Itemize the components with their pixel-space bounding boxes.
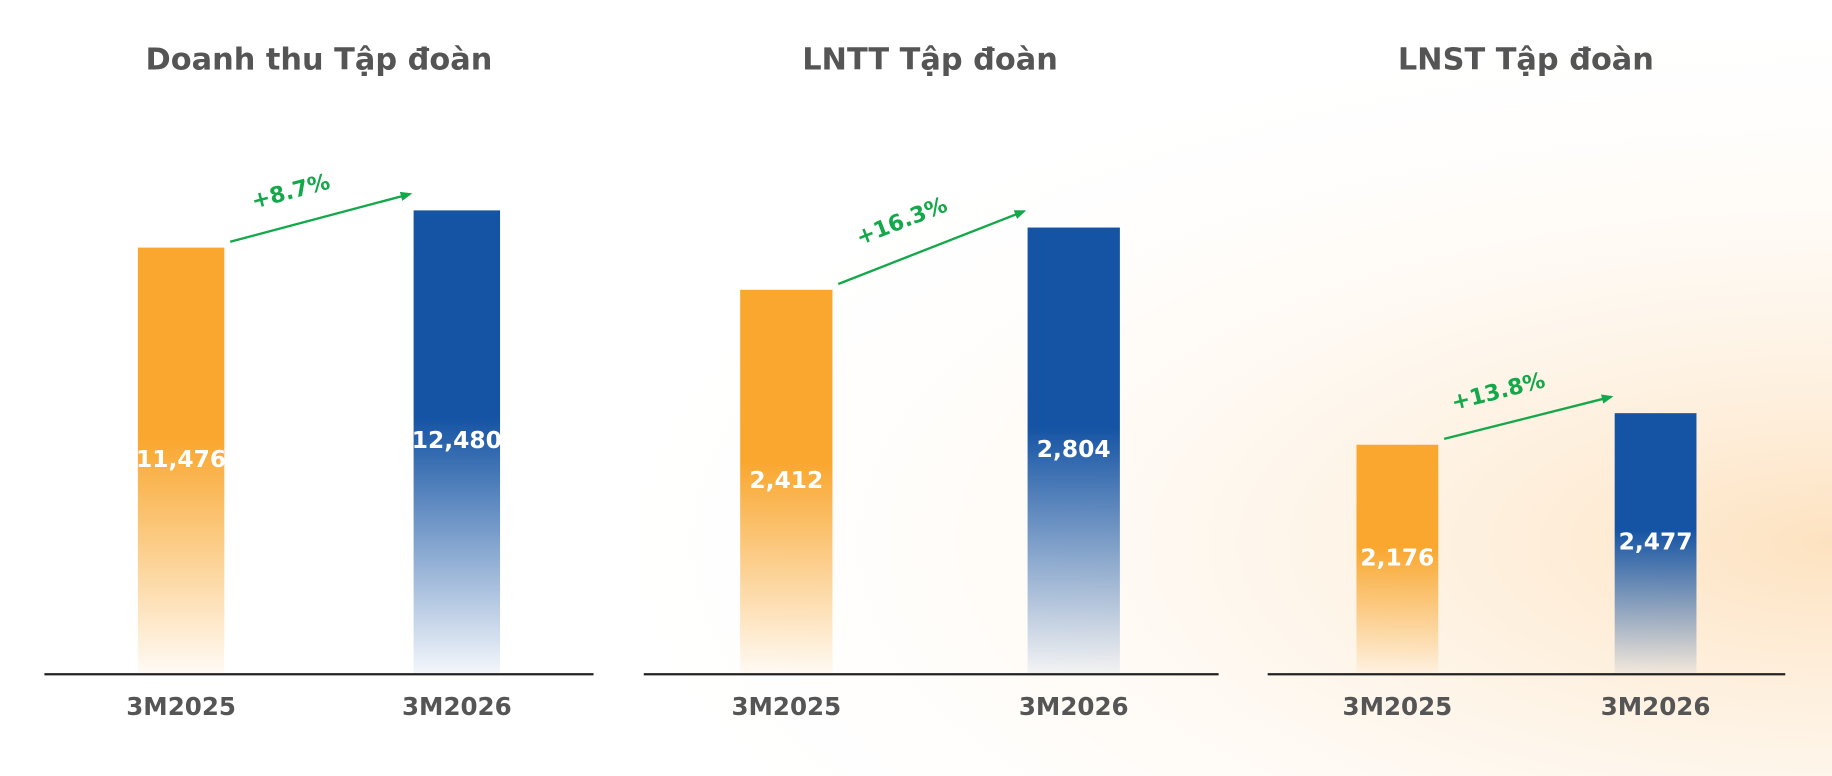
bar — [1027, 227, 1120, 674]
bar — [137, 247, 225, 674]
x-tick-label: 3M2025 — [126, 692, 236, 721]
bar — [1356, 444, 1439, 674]
bar — [413, 210, 501, 674]
chart-title: LNTT Tập đoàn — [802, 42, 1058, 77]
change-arrow — [1443, 394, 1614, 441]
value-label: 2,804 — [1037, 435, 1111, 463]
x-tick-label: 3M2026 — [1601, 692, 1711, 721]
value-label: 2,477 — [1619, 528, 1693, 556]
x-tick-label: 3M2025 — [731, 692, 841, 721]
value-label: 11,476 — [136, 445, 226, 473]
value-label: 12,480 — [412, 426, 502, 454]
x-tick-label: 3M2026 — [402, 692, 512, 721]
change-arrow — [229, 191, 413, 243]
bar — [740, 289, 833, 674]
x-tick-label: 3M2026 — [1019, 692, 1129, 721]
bar — [1614, 413, 1697, 674]
x-tick-label: 3M2025 — [1343, 692, 1453, 721]
chart-title: Doanh thu Tập đoàn — [146, 42, 493, 77]
change-arrow — [837, 210, 1027, 286]
value-label: 2,412 — [749, 466, 823, 494]
value-label: 2,176 — [1360, 543, 1434, 571]
chart-title: LNST Tập đoàn — [1398, 42, 1654, 77]
